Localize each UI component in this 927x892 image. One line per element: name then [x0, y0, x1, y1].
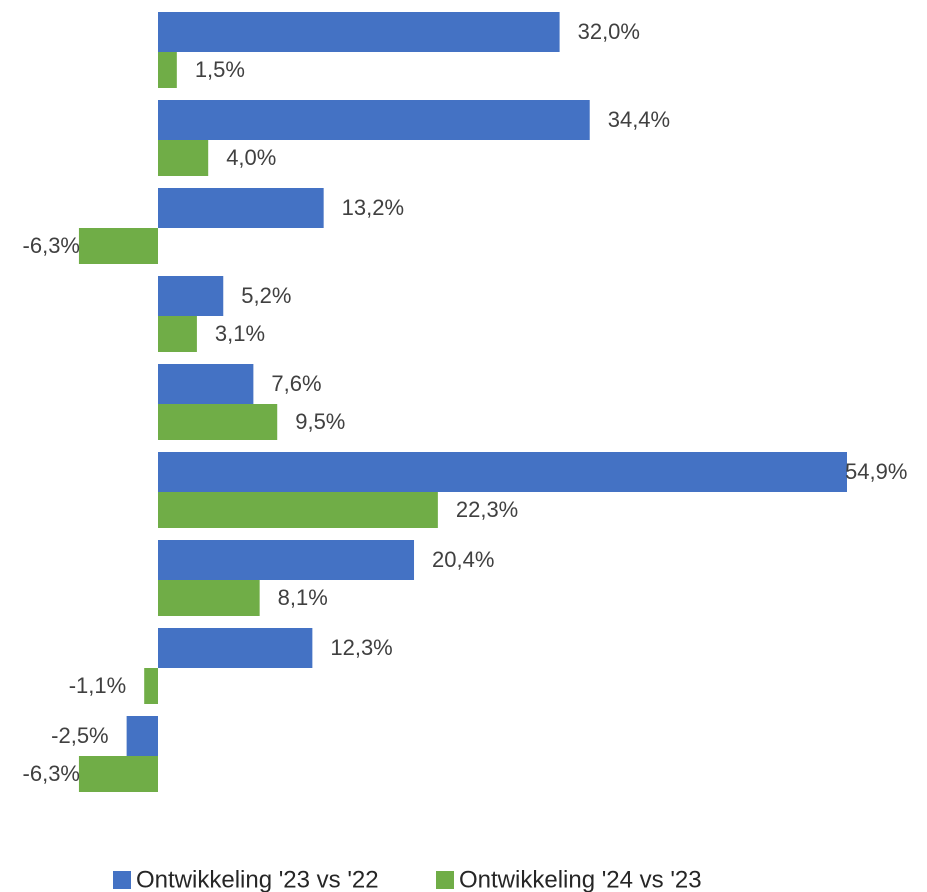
bar — [158, 540, 415, 580]
legend-swatch — [113, 871, 131, 889]
data-label: 22,3% — [456, 497, 518, 522]
data-label: -6,3% — [23, 233, 80, 258]
bar — [144, 668, 158, 704]
data-label: 9,5% — [295, 409, 345, 434]
data-label: 32,0% — [578, 19, 640, 44]
legend-label: Ontwikkeling '24 vs '23 — [459, 866, 702, 892]
data-label: -2,5% — [51, 723, 108, 748]
bar — [158, 628, 313, 668]
data-label: 13,2% — [342, 195, 404, 220]
data-label: 7,6% — [271, 371, 321, 396]
bar — [158, 316, 197, 352]
data-label: 12,3% — [330, 635, 392, 660]
bar — [158, 100, 590, 140]
bar — [158, 452, 847, 492]
bar — [158, 404, 278, 440]
data-label: 20,4% — [432, 547, 494, 572]
data-label: 8,1% — [278, 585, 328, 610]
bar — [158, 580, 260, 616]
bar — [158, 276, 224, 316]
bar — [158, 492, 438, 528]
bar — [158, 140, 209, 176]
bar — [158, 188, 324, 228]
data-label: -6,3% — [23, 761, 80, 786]
legend-swatch — [436, 871, 454, 889]
bar — [158, 52, 177, 88]
bar — [78, 228, 158, 264]
data-label: 4,0% — [226, 145, 276, 170]
data-label: 34,4% — [608, 107, 670, 132]
data-label: 54,9% — [845, 459, 907, 484]
bar — [78, 756, 158, 792]
bar — [158, 12, 560, 52]
data-label: 3,1% — [215, 321, 265, 346]
data-label: -1,1% — [69, 673, 126, 698]
data-label: 1,5% — [195, 57, 245, 82]
bar — [126, 716, 158, 756]
data-label: 5,2% — [241, 283, 291, 308]
bar — [158, 364, 254, 404]
legend-label: Ontwikkeling '23 vs '22 — [136, 866, 379, 892]
